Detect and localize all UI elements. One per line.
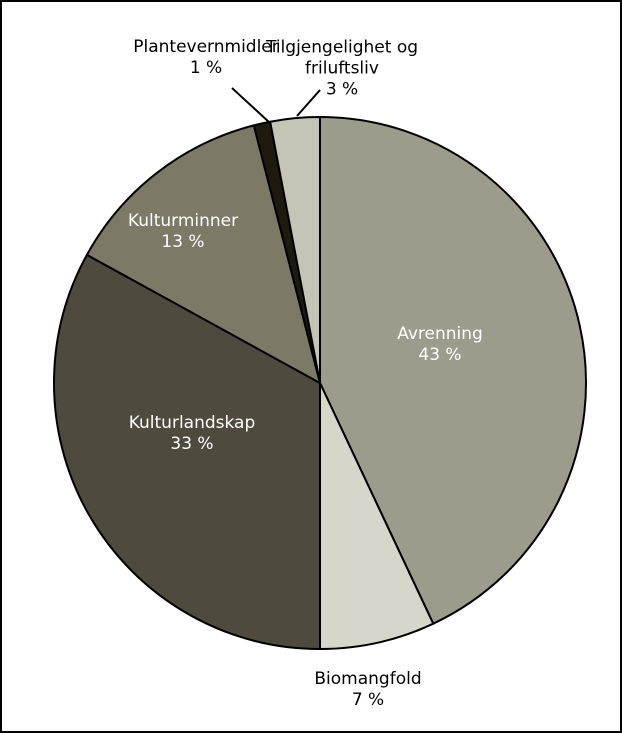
pie-slice <box>53 253 321 650</box>
category-label: Kulturminner <box>127 211 239 231</box>
pie-slice <box>269 116 321 384</box>
slice-label: Kulturlandskap 33 % <box>82 413 302 455</box>
value-label: 7 % <box>351 690 385 710</box>
slice-label: Biomangfold 7 % <box>258 669 478 711</box>
slice-label: Tilgjengelighet og friluftsliv 3 % <box>242 38 442 101</box>
category-label: Kulturlandskap <box>128 413 256 433</box>
pie-slice <box>319 382 435 650</box>
value-label: 13 % <box>161 232 205 252</box>
leader-line <box>231 87 271 124</box>
category-label: Biomangfold <box>314 669 422 689</box>
leader-line <box>296 89 321 117</box>
category-label: Tilgjengelighet og friluftsliv <box>265 37 419 79</box>
category-label: Avrenning <box>397 324 483 344</box>
slice-label: Kulturminner 13 % <box>73 211 293 253</box>
slice-label: Plantevernmidler 1 % <box>96 37 316 79</box>
pie-slice <box>85 124 321 384</box>
value-label: 1 % <box>189 58 223 78</box>
value-label: 3 % <box>325 79 359 100</box>
slice-label: Avrenning 43 % <box>330 324 550 366</box>
value-label: 33 % <box>170 434 214 454</box>
category-label: Plantevernmidler <box>133 37 279 57</box>
value-label: 43 % <box>418 345 462 365</box>
pie-slice <box>319 116 587 625</box>
